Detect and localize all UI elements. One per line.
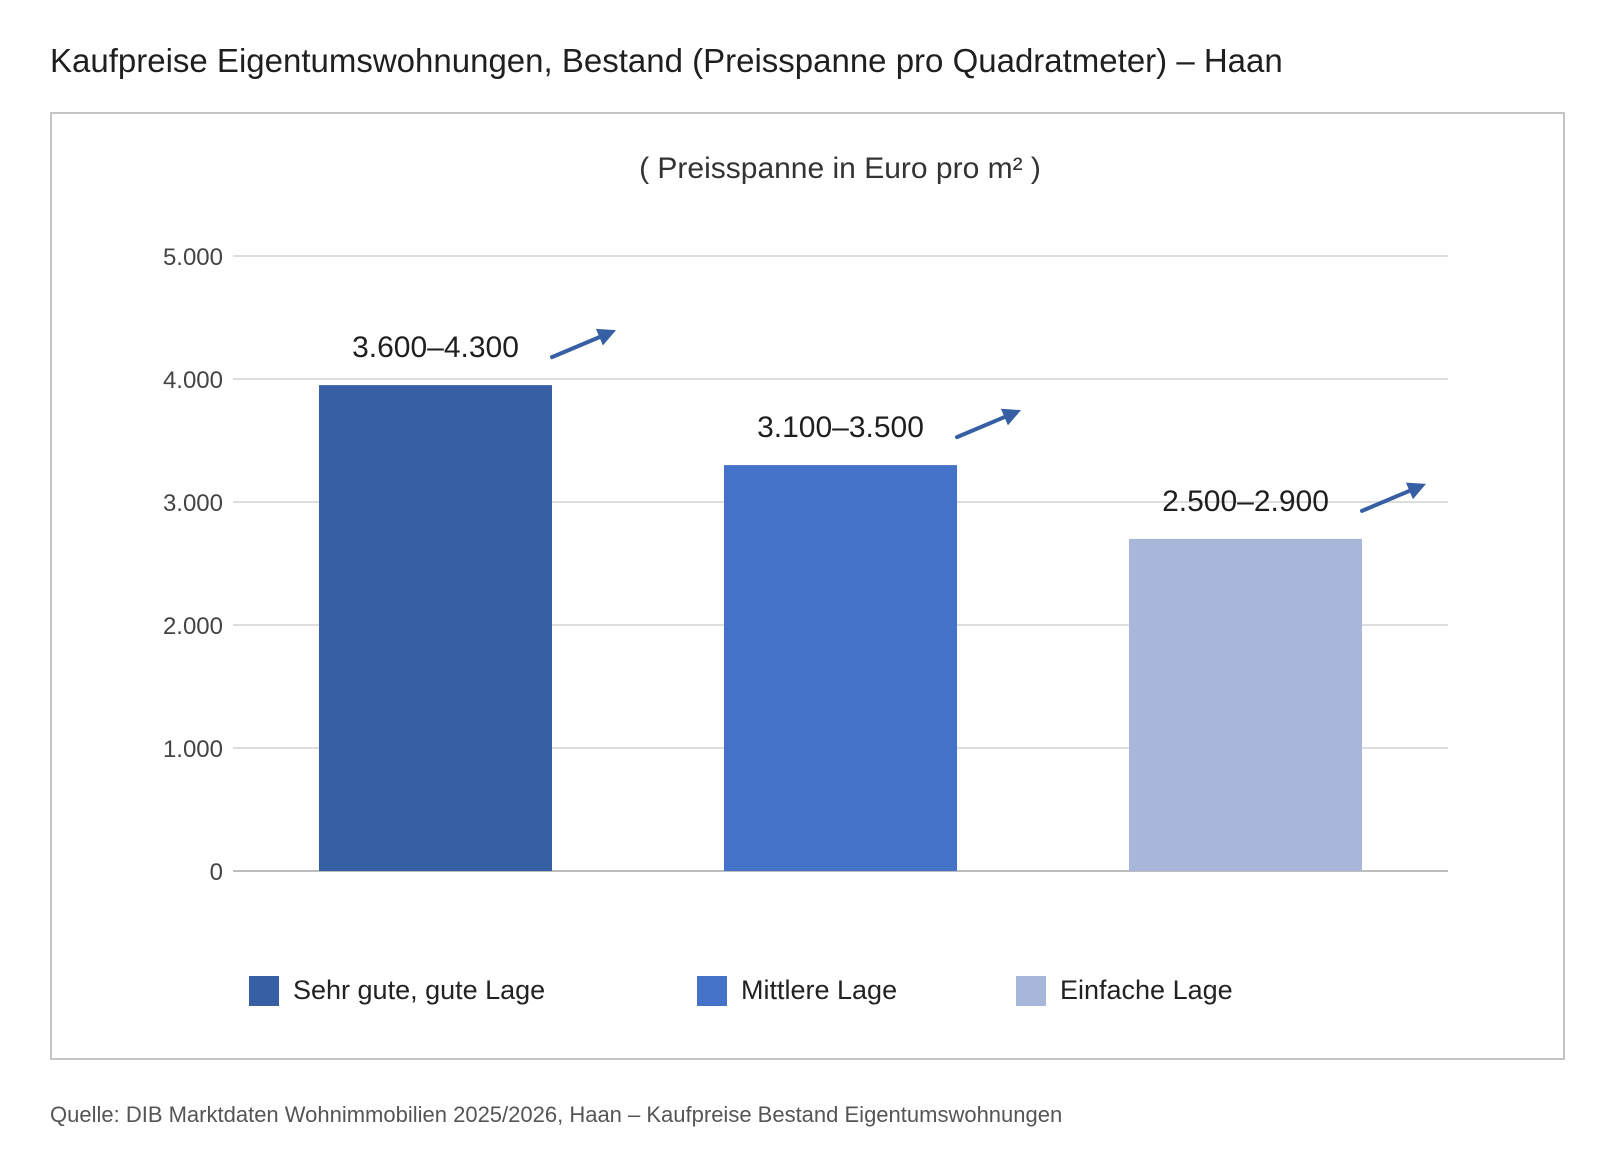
y-tick-label: 3.000 <box>163 490 223 517</box>
data-labels: 3.600–4.300 3.100–3.500 2.500–2.900 <box>352 331 1329 518</box>
bar-3 <box>1129 538 1362 871</box>
bar-1 <box>319 385 552 871</box>
bars <box>319 385 1362 871</box>
arrow-shaft <box>955 412 1013 440</box>
source-note: Quelle: DIB Marktdaten Wohnimmobilien 20… <box>50 1102 1063 1127</box>
arrow-head <box>1000 408 1021 426</box>
chart-subtitle: ( Preisspanne in Euro pro m² ) <box>639 152 1041 185</box>
y-tick-label: 1.000 <box>163 736 223 763</box>
trend-up-arrow-icon <box>550 328 616 360</box>
bar-value-label: 3.600–4.300 <box>352 331 519 364</box>
bar-2 <box>724 465 957 871</box>
y-tick-label: 2.000 <box>163 613 223 640</box>
arrow-shaft <box>1360 486 1418 513</box>
arrow-head <box>1405 482 1426 500</box>
y-tick-label: 4.000 <box>163 367 223 394</box>
y-axis-ticks: 0 1.000 2.000 3.000 4.000 5.000 <box>163 244 223 886</box>
trend-up-arrow-icon <box>1360 482 1426 513</box>
page-title: Kaufpreise Eigentumswohnungen, Bestand (… <box>50 42 1283 79</box>
arrow-shaft <box>550 332 608 360</box>
y-tick-label: 5.000 <box>163 244 223 271</box>
trend-up-arrow-icon <box>955 408 1021 440</box>
arrow-head <box>595 328 616 346</box>
chart-frame <box>50 112 1565 1060</box>
y-tick-label: 0 <box>210 859 223 886</box>
bar-value-label: 2.500–2.900 <box>1162 485 1329 518</box>
trend-arrows <box>550 328 1426 513</box>
bar-value-label: 3.100–3.500 <box>757 411 924 444</box>
